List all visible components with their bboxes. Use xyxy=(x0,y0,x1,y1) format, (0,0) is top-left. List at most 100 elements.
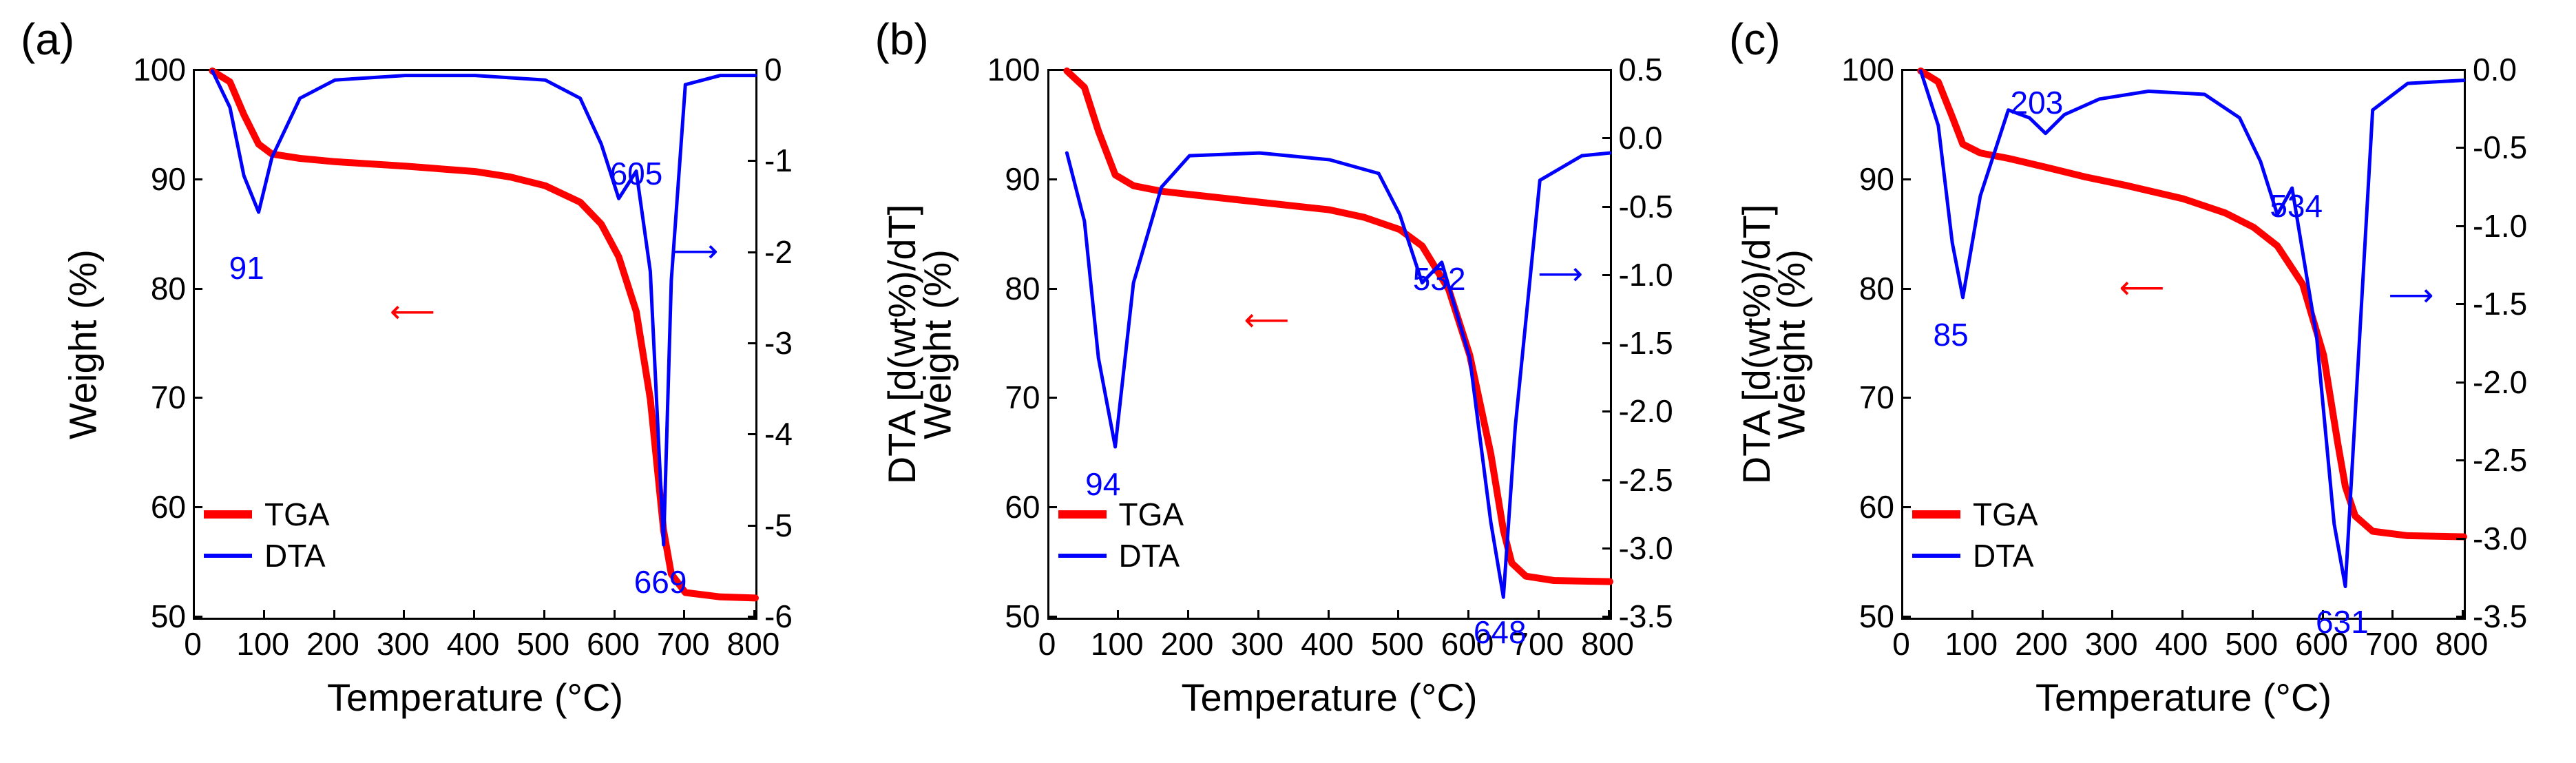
xtick: 400 xyxy=(2147,625,2216,662)
xtick: 300 xyxy=(1223,625,1292,662)
ytick-right: -5 xyxy=(764,507,826,544)
peak-annotation: 648 xyxy=(1474,614,1527,651)
y-left-label: Weight (%) xyxy=(61,249,105,439)
xtick: 200 xyxy=(299,625,368,662)
ytick-right: -2.5 xyxy=(1619,461,1681,499)
ytick-right: -1.0 xyxy=(1619,256,1681,293)
xtick: 300 xyxy=(368,625,437,662)
xtick: 800 xyxy=(2427,625,2496,662)
ytick-right: -2 xyxy=(764,233,826,271)
figure-row: (a)5060708090100-6-5-4-3-2-1001002003004… xyxy=(0,0,2576,763)
legend-swatch xyxy=(204,510,252,519)
legend-swatch xyxy=(204,554,252,558)
legend-row: DTA xyxy=(1058,537,1184,574)
xtick: 300 xyxy=(2077,625,2146,662)
panel-label: (a) xyxy=(21,14,74,65)
red-arrow-icon: ⟵ xyxy=(390,293,435,330)
legend-label: TGA xyxy=(1973,496,2038,533)
legend-label: TGA xyxy=(1119,496,1184,533)
ytick-right: -1.0 xyxy=(2473,207,2535,244)
legend-row: TGA xyxy=(1058,496,1184,533)
panel-label: (b) xyxy=(875,14,929,65)
ytick-left: 90 xyxy=(978,160,1040,198)
xtick: 700 xyxy=(649,625,718,662)
y-left-label: Weight (%) xyxy=(1769,249,1814,439)
ytick-left: 100 xyxy=(978,51,1040,88)
ytick-left: 80 xyxy=(124,270,186,307)
ytick-right: 0.0 xyxy=(2473,51,2535,88)
ytick-left: 70 xyxy=(1832,379,1894,416)
panel-a: (a)5060708090100-6-5-4-3-2-1001002003004… xyxy=(21,14,847,744)
ytick-left: 80 xyxy=(1832,270,1894,307)
ytick-left: 70 xyxy=(978,379,1040,416)
ytick-right: -1.5 xyxy=(2473,285,2535,322)
ytick-right: -3 xyxy=(764,324,826,362)
ytick-right: -3.0 xyxy=(1619,530,1681,567)
legend-swatch xyxy=(1912,554,1960,558)
ytick-left: 90 xyxy=(124,160,186,198)
ytick-left: 100 xyxy=(124,51,186,88)
ytick-right: -1.5 xyxy=(1619,324,1681,362)
legend-swatch xyxy=(1058,554,1107,558)
xtick: 400 xyxy=(439,625,507,662)
xtick: 500 xyxy=(1363,625,1432,662)
xtick: 100 xyxy=(229,625,297,662)
panel-b: (b)5060708090100-3.5-3.0-2.5-2.0-1.5-1.0… xyxy=(875,14,1701,744)
xtick: 0 xyxy=(158,625,227,662)
panel-label: (c) xyxy=(1729,14,1781,65)
legend-label: DTA xyxy=(264,537,326,574)
xtick: 500 xyxy=(509,625,578,662)
legend-row: DTA xyxy=(204,537,330,574)
ytick-left: 60 xyxy=(124,488,186,525)
blue-arrow-icon: ⟶ xyxy=(673,232,718,269)
peak-annotation: 631 xyxy=(2316,603,2369,640)
ytick-right: -2.0 xyxy=(1619,393,1681,430)
xtick: 400 xyxy=(1293,625,1362,662)
peak-annotation: 85 xyxy=(1933,316,1968,353)
xtick: 100 xyxy=(1082,625,1151,662)
red-arrow-icon: ⟵ xyxy=(1244,301,1289,338)
blue-arrow-icon: ⟶ xyxy=(1538,255,1583,292)
blue-arrow-icon: ⟶ xyxy=(2389,276,2434,313)
ytick-left: 60 xyxy=(1832,488,1894,525)
legend-label: TGA xyxy=(264,496,330,533)
peak-annotation: 669 xyxy=(634,563,687,600)
xtick: 200 xyxy=(2007,625,2076,662)
legend: TGA DTA xyxy=(204,496,330,578)
legend-swatch xyxy=(1058,510,1107,519)
peak-annotation: 534 xyxy=(2270,187,2323,224)
ytick-right: -0.5 xyxy=(2473,129,2535,166)
ytick-right: -4 xyxy=(764,415,826,452)
ytick-right: -0.5 xyxy=(1619,188,1681,225)
peak-annotation: 91 xyxy=(229,249,264,286)
xtick: 0 xyxy=(1013,625,1082,662)
x-label: Temperature (°C) xyxy=(2035,675,2332,720)
xtick: 600 xyxy=(579,625,648,662)
panel-c: (c)5060708090100-3.5-3.0-2.5-2.0-1.5-1.0… xyxy=(1729,14,2555,744)
ytick-left: 90 xyxy=(1832,160,1894,198)
legend: TGA DTA xyxy=(1058,496,1184,578)
peak-annotation: 203 xyxy=(2011,84,2064,121)
peak-annotation: 94 xyxy=(1085,466,1120,503)
tga-curve xyxy=(1920,71,2464,537)
xtick: 500 xyxy=(2217,625,2286,662)
peak-annotation: 605 xyxy=(610,155,663,192)
ytick-left: 100 xyxy=(1832,51,1894,88)
ytick-right: -2.5 xyxy=(2473,441,2535,479)
x-label: Temperature (°C) xyxy=(327,675,623,720)
xtick: 0 xyxy=(1867,625,1936,662)
legend-row: TGA xyxy=(1912,496,2038,533)
legend-label: DTA xyxy=(1973,537,2034,574)
legend-row: TGA xyxy=(204,496,330,533)
ytick-right: -3.0 xyxy=(2473,520,2535,557)
xtick: 800 xyxy=(1573,625,1642,662)
y-left-label: Weight (%) xyxy=(914,249,959,439)
ytick-left: 60 xyxy=(978,488,1040,525)
xtick: 100 xyxy=(1937,625,2006,662)
legend-row: DTA xyxy=(1912,537,2038,574)
legend-swatch xyxy=(1912,510,1960,519)
legend-label: DTA xyxy=(1119,537,1180,574)
ytick-right: -2.0 xyxy=(2473,364,2535,401)
x-label: Temperature (°C) xyxy=(1181,675,1477,720)
red-arrow-icon: ⟵ xyxy=(2119,269,2164,306)
